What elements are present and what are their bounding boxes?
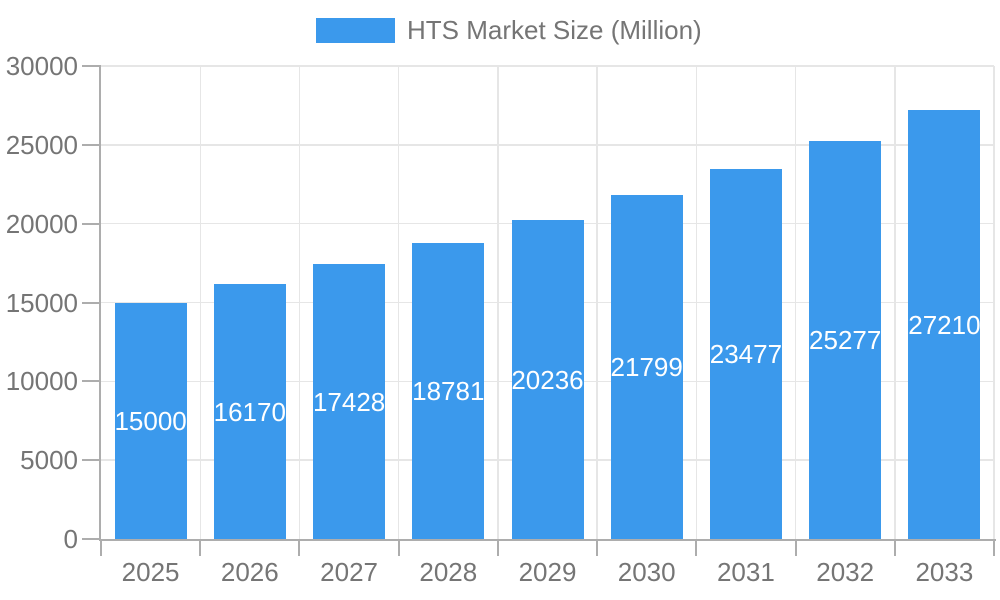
x-axis-tick-label: 2030	[617, 557, 676, 587]
gridline-horizontal	[101, 65, 994, 67]
x-axis-tick	[993, 539, 995, 556]
x-axis-tick	[596, 539, 599, 556]
legend-label: HTS Market Size (Million)	[407, 15, 702, 45]
y-axis-tick	[82, 143, 101, 146]
y-axis-tick-label: 25000	[5, 129, 78, 160]
x-axis-tick-label: 2028	[419, 557, 478, 587]
bar-value-label: 25277	[809, 324, 882, 355]
bar-2026[interactable]	[213, 284, 286, 539]
gridline-vertical	[298, 66, 301, 539]
x-axis-tick	[397, 539, 400, 556]
chart-legend[interactable]: HTS Market Size (Million)	[316, 15, 702, 45]
gridline-vertical	[794, 66, 797, 539]
x-axis-tick-label: 2029	[518, 557, 577, 587]
x-axis-tick-label: 2032	[816, 557, 875, 587]
gridline-horizontal	[101, 144, 994, 146]
x-axis-tick-label: 2026	[220, 557, 279, 587]
y-axis-tick-label: 30000	[5, 51, 78, 81]
x-axis-tick	[893, 539, 896, 556]
x-axis-line	[99, 539, 996, 541]
bar-2030[interactable]	[610, 195, 683, 539]
bar-value-label: 27210	[908, 309, 981, 340]
gridline-vertical	[596, 66, 598, 539]
y-axis-tick	[82, 538, 101, 540]
y-axis-tick-label: 0	[63, 524, 78, 554]
bar-value-label: 23477	[709, 338, 783, 369]
x-axis-tick	[100, 539, 102, 556]
legend-swatch	[316, 17, 395, 43]
y-axis-tick	[82, 380, 101, 383]
x-axis-tick-label: 2027	[320, 557, 379, 587]
x-axis-tick-label: 2031	[716, 557, 775, 587]
x-axis-tick	[695, 539, 698, 556]
gridline-vertical	[695, 66, 698, 539]
gridline-vertical	[199, 66, 201, 539]
bar-2032[interactable]	[809, 140, 882, 539]
bar-value-label: 16170	[213, 396, 286, 427]
y-axis-tick-label: 15000	[5, 287, 78, 318]
y-axis-tick-label: 10000	[5, 366, 78, 397]
bar-value-label: 18781	[412, 375, 485, 406]
bar-value-label: 21799	[610, 352, 683, 383]
x-axis-tick	[298, 539, 301, 556]
y-axis-line	[99, 66, 101, 541]
x-axis-tick	[199, 539, 202, 556]
x-axis-tick-label: 2025	[121, 557, 180, 587]
bar-2031[interactable]	[709, 168, 782, 539]
bar-value-label: 20236	[511, 364, 584, 395]
y-axis-tick	[82, 65, 101, 67]
bar-value-label: 15000	[114, 405, 187, 436]
bar-2028[interactable]	[412, 242, 485, 539]
y-axis-tick-label: 5000	[20, 445, 78, 476]
bar-2029[interactable]	[511, 219, 584, 539]
bar-2025[interactable]	[114, 302, 187, 539]
y-axis-tick-label: 20000	[5, 208, 78, 239]
gridline-vertical	[993, 66, 995, 539]
gridline-vertical	[497, 66, 499, 539]
bar-2027[interactable]	[313, 264, 386, 539]
gridline-vertical	[397, 66, 400, 539]
x-axis-tick	[496, 539, 499, 556]
bar-2033[interactable]	[908, 110, 981, 539]
x-axis-tick	[794, 539, 797, 556]
bar-value-label: 17428	[312, 386, 386, 417]
y-axis-tick	[82, 222, 101, 225]
gridline-vertical	[894, 66, 896, 539]
y-axis-tick	[82, 301, 101, 304]
y-axis-tick	[82, 459, 101, 462]
x-axis-tick-label: 2033	[915, 557, 974, 587]
